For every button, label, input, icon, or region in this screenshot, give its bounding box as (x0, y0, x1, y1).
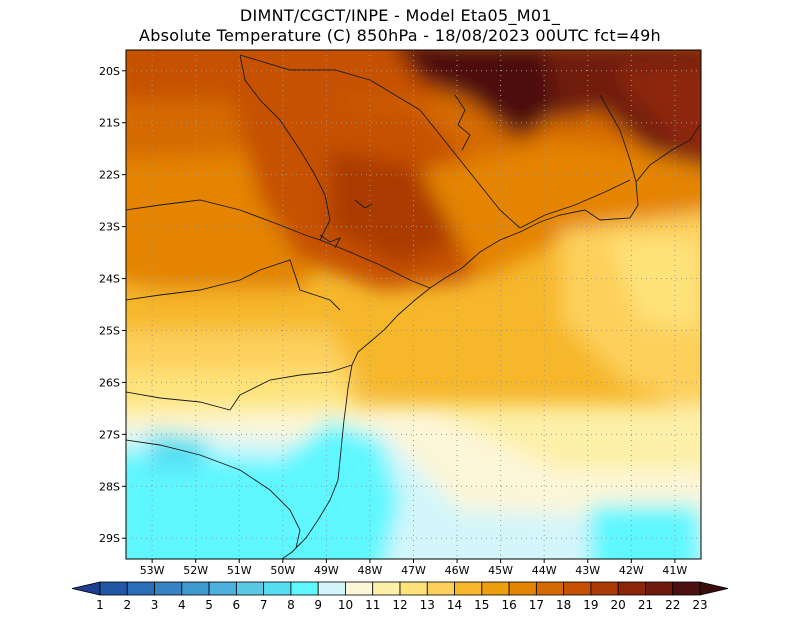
lat-tick-label: 26S (99, 376, 120, 389)
colorbar-segment (481, 581, 510, 596)
colorbar-segment (617, 581, 646, 596)
colorbar-label: 19 (583, 598, 598, 612)
lat-tick-label: 27S (99, 428, 120, 441)
colorbar-segment (263, 581, 292, 596)
colorbar-label: 7 (260, 598, 268, 612)
colorbar-label: 20 (611, 598, 626, 612)
colorbar-label: 4 (178, 598, 186, 612)
lon-tick-label: 52W (183, 564, 208, 577)
colorbar-label: 8 (287, 598, 295, 612)
colorbar-label: 1 (96, 598, 104, 612)
colorbar-segment (399, 581, 428, 596)
colorbar-segment (672, 581, 701, 596)
colorbar-label: 10 (338, 598, 353, 612)
lon-tick-label: 45W (488, 564, 513, 577)
lon-tick-label: 53W (140, 564, 165, 577)
colorbar-label: 5 (205, 598, 213, 612)
colorbar-segment (645, 581, 674, 596)
colorbar-label: 14 (447, 598, 462, 612)
colorbar-segment (99, 581, 128, 596)
colorbar-segment (290, 581, 319, 596)
colorbar-segment (181, 581, 210, 596)
colorbar-label: 11 (365, 598, 380, 612)
lon-tick-label: 42W (619, 564, 644, 577)
colorbar-label: 6 (233, 598, 241, 612)
lon-tick-label: 51W (227, 564, 252, 577)
colorbar-label: 18 (556, 598, 571, 612)
colorbar-segment (235, 581, 265, 596)
colorbar-segment (563, 581, 592, 596)
colorbar-label: 17 (529, 598, 544, 612)
border-mg-sp (239, 54, 521, 229)
graticule (126, 50, 701, 559)
colorbar-segment (426, 581, 455, 596)
colorbar-segment (317, 581, 346, 596)
colorbar-segment (208, 581, 237, 596)
coastline (281, 124, 701, 559)
title-line-1: DIMNT/CGCT/INPE - Model Eta05_M01_ (239, 6, 561, 25)
boundaries (126, 54, 701, 559)
lon-tick-label: 46W (445, 564, 470, 577)
border-mg-es (599, 94, 637, 183)
colorbar-label: 13 (420, 598, 435, 612)
colorbar-segment (454, 581, 483, 596)
border-ms-sp (239, 54, 331, 241)
lat-tick-label: 21S (99, 117, 120, 130)
colorbar-label: 3 (151, 598, 159, 612)
lon-tick-label: 43W (575, 564, 600, 577)
colorbar-segment (126, 581, 155, 596)
colorbar-label: 23 (692, 598, 707, 612)
lat-tick-label: 22S (99, 169, 120, 182)
lat-tick-label: 29S (99, 532, 120, 545)
colorbar-label: 22 (665, 598, 680, 612)
lon-tick-label: 41W (662, 564, 687, 577)
colorbar-segment (508, 581, 537, 596)
colorbar-segment (345, 581, 374, 596)
border-ms-pr (126, 199, 321, 241)
lat-tick-label: 28S (99, 480, 120, 493)
colorbar-over-arrow (699, 581, 729, 596)
lon-tick-label: 49W (314, 564, 339, 577)
lon-tick-label: 44W (532, 564, 557, 577)
colorbar: 1 2 3 4 5 6 7 8 9 10 11 12 13 14 15 16 17 18 19 20 21 22 23 (71, 581, 729, 612)
colorbar-label: 15 (474, 598, 489, 612)
colorbar-label: 12 (392, 598, 407, 612)
border-sc-rs (126, 439, 301, 549)
lon-tick-label: 50W (270, 564, 295, 577)
colorbar-label: 16 (501, 598, 516, 612)
lat-tick-label: 23S (99, 221, 120, 234)
colorbar-segment (590, 581, 619, 596)
lat-tick-label: 20S (99, 65, 120, 78)
longitude-axis: 53W 52W 51W 50W 49W 48W 47W 46W 45W 44W 43W 42W 41W (140, 559, 687, 577)
lon-tick-label: 47W (401, 564, 426, 577)
title-line-2: Absolute Temperature (C) 850hPa - 18/08/… (138, 26, 662, 45)
colorbar-segment (372, 581, 401, 596)
border-mg-rj (519, 179, 631, 229)
latitude-axis: 20S 21S 22S 23S 24S 25S 26S 27S 28S 29S (99, 65, 126, 545)
border-pr-sp (319, 239, 431, 289)
colorbar-segment (154, 581, 183, 596)
lat-tick-label: 24S (99, 273, 120, 286)
lat-tick-label: 25S (99, 324, 120, 337)
colorbar-under-arrow (71, 581, 101, 596)
border-paraguay (126, 259, 341, 311)
border-pr-sc (126, 364, 353, 411)
temperature-field (126, 50, 701, 559)
colorbar-label: 9 (314, 598, 322, 612)
colorbar-segment (535, 581, 565, 596)
colorbar-label: 21 (638, 598, 653, 612)
colorbar-label: 2 (123, 598, 131, 612)
lon-tick-label: 48W (358, 564, 383, 577)
